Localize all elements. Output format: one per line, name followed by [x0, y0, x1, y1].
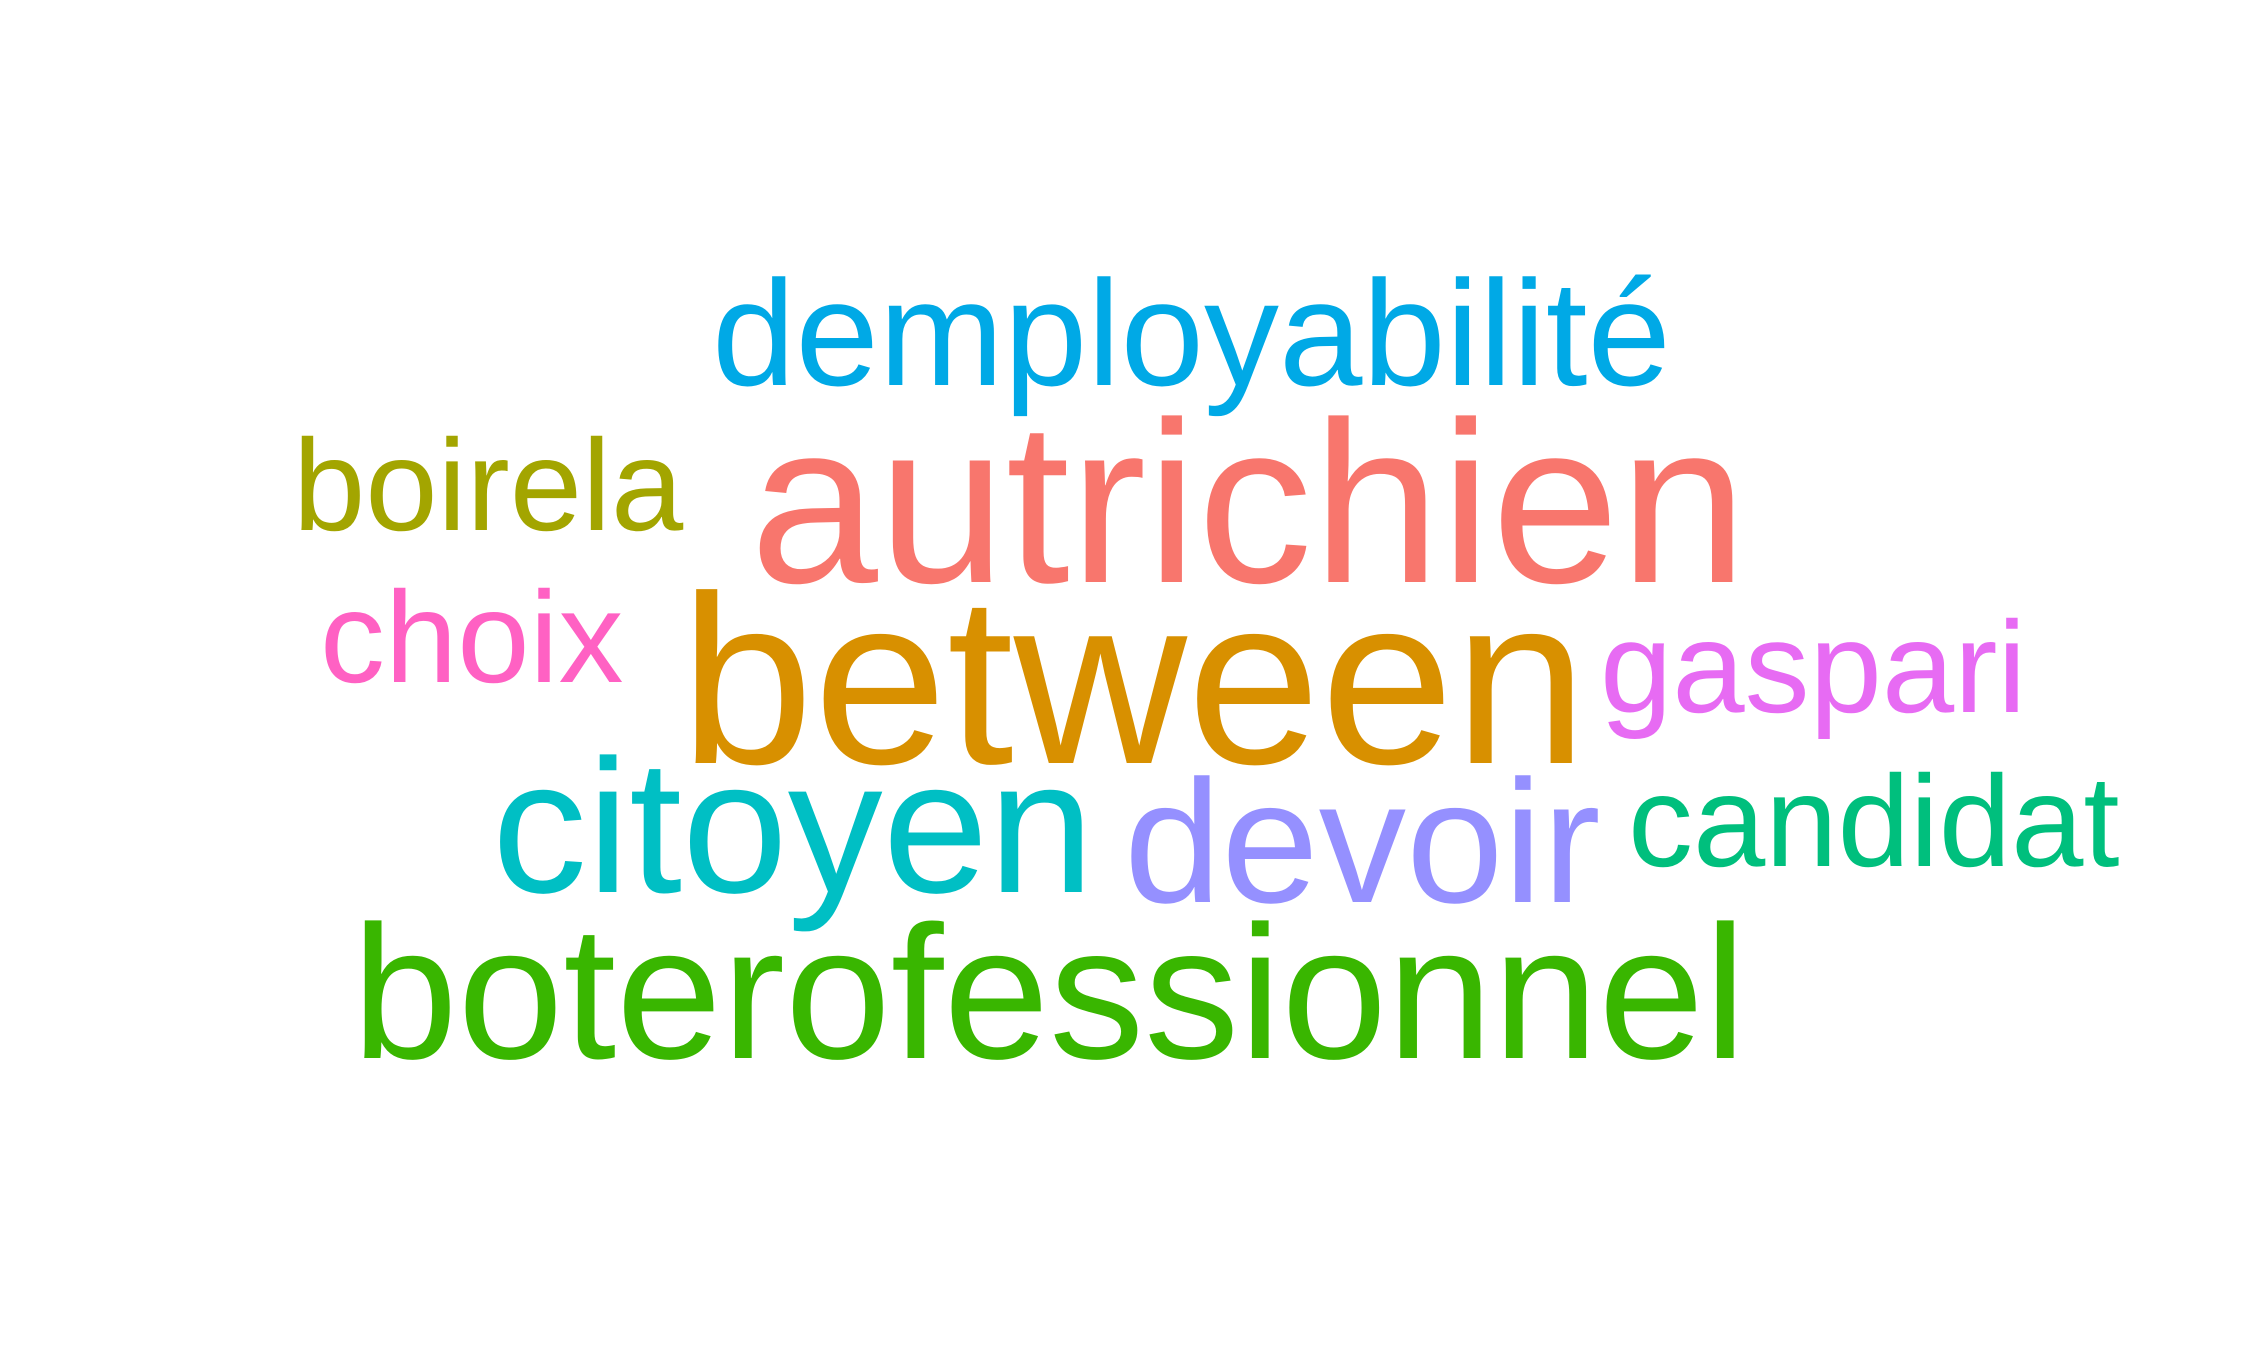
- word-choix: choix: [320, 564, 624, 710]
- word-devoir: devoir: [1124, 745, 1601, 940]
- word-gaspari: gaspari: [1600, 594, 2027, 740]
- word-demployabilite: demployabilité: [712, 249, 1671, 417]
- word-candidat: candidat: [1628, 748, 2120, 894]
- word-autrichien: autrichien: [750, 374, 1748, 631]
- word-citoyen: citoyen: [492, 721, 1095, 933]
- word-between: between: [680, 546, 1588, 814]
- word-boirela: boirela: [293, 412, 684, 558]
- word-boterofessionnel: boterofessionnel: [352, 887, 1747, 1099]
